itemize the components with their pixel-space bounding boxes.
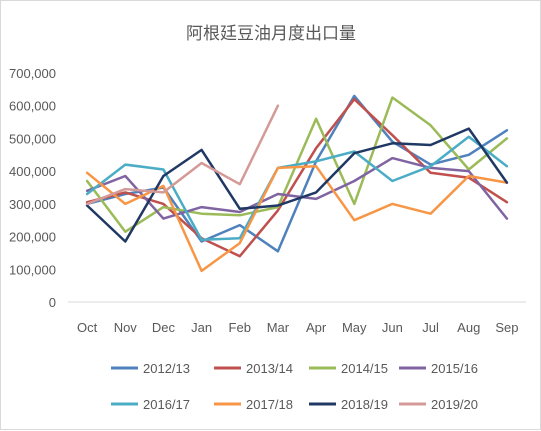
legend-label: 2014/15 [341, 361, 388, 376]
y-tick-label: 600,000 [9, 99, 56, 114]
x-tick-label: Dec [152, 320, 176, 335]
x-tick-label: Jan [191, 320, 212, 335]
series-line-2019-20 [85, 104, 280, 206]
legend-label: 2017/18 [246, 397, 293, 412]
legend-item: 2015/16 [399, 361, 478, 376]
legend-label: 2019/20 [431, 397, 478, 412]
series-line-2018-19 [85, 127, 509, 243]
x-tick-label: Nov [114, 320, 138, 335]
y-tick-label: 500,000 [9, 131, 56, 146]
x-tick-label: May [342, 320, 367, 335]
x-tick-label: Feb [229, 320, 251, 335]
legend-label: 2018/19 [341, 397, 388, 412]
y-tick-label: 0 [49, 295, 56, 310]
series-line-2016-17 [85, 135, 509, 242]
legend-label: 2015/16 [431, 361, 478, 376]
x-tick-label: Mar [267, 320, 290, 335]
series-line-2013-14 [85, 97, 509, 258]
legend-label: 2016/17 [143, 397, 190, 412]
x-tick-label: Jul [422, 320, 439, 335]
x-tick-label: Oct [77, 320, 98, 335]
series-line-2017-18 [85, 164, 509, 273]
legend-item: 2017/18 [214, 397, 293, 412]
legend-item: 2013/14 [214, 361, 293, 376]
legend-item: 2012/13 [111, 361, 190, 376]
legend-item: 2018/19 [309, 397, 388, 412]
x-tick-label: Jun [382, 320, 403, 335]
legend-item: 2019/20 [399, 397, 478, 412]
y-axis: 0 100,000 200,000 300,000 400,000 500,000 600,… [9, 66, 56, 310]
x-axis: Oct Nov Dec Jan Feb Mar Apr May Jun Jul Aug Sep [68, 301, 526, 335]
y-tick-label: 700,000 [9, 66, 56, 81]
series-line-2015-16 [85, 156, 509, 220]
y-tick-label: 400,000 [9, 164, 56, 179]
y-tick-label: 100,000 [9, 262, 56, 277]
y-tick-label: 300,000 [9, 197, 56, 212]
x-tick-label: Sep [495, 320, 518, 335]
legend-label: 2013/14 [246, 361, 293, 376]
chart-title: 阿根廷豆油月度出口量 [186, 24, 356, 44]
y-tick-label: 200,000 [9, 230, 56, 245]
legend-item: 2014/15 [309, 361, 388, 376]
x-tick-label: Aug [457, 320, 480, 335]
series-lines [85, 94, 509, 273]
legend-label: 2012/13 [143, 361, 190, 376]
legend-item: 2016/17 [111, 397, 190, 412]
legend: 2012/13 2013/14 2014/15 2015/16 2016/17 2017/… [111, 361, 478, 412]
x-tick-label: Apr [306, 320, 327, 335]
